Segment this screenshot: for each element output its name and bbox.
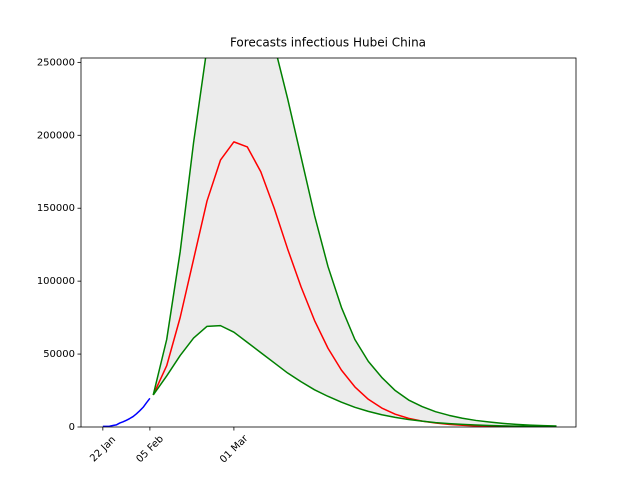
y-tick-label: 100000 <box>37 276 75 287</box>
series-line <box>102 397 151 427</box>
y-tick-label: 200000 <box>37 130 75 141</box>
plot-area <box>102 58 557 427</box>
x-tick-label: 22 Jan <box>88 434 118 464</box>
y-tick-label: 250000 <box>37 57 75 68</box>
forecast-band <box>153 58 557 427</box>
series-line <box>152 324 557 427</box>
series-line <box>152 58 557 427</box>
y-tick-label: 150000 <box>37 203 75 214</box>
x-tick-label: 01 Mar <box>218 433 251 466</box>
y-tick-label: 50000 <box>43 349 75 360</box>
x-tick-label: 05 Feb <box>134 434 166 466</box>
y-tick-label: 0 <box>69 422 75 433</box>
axes-frame <box>80 57 577 428</box>
chart-title: Forecasts infectious Hubei China <box>230 36 426 50</box>
series-line <box>152 141 557 427</box>
